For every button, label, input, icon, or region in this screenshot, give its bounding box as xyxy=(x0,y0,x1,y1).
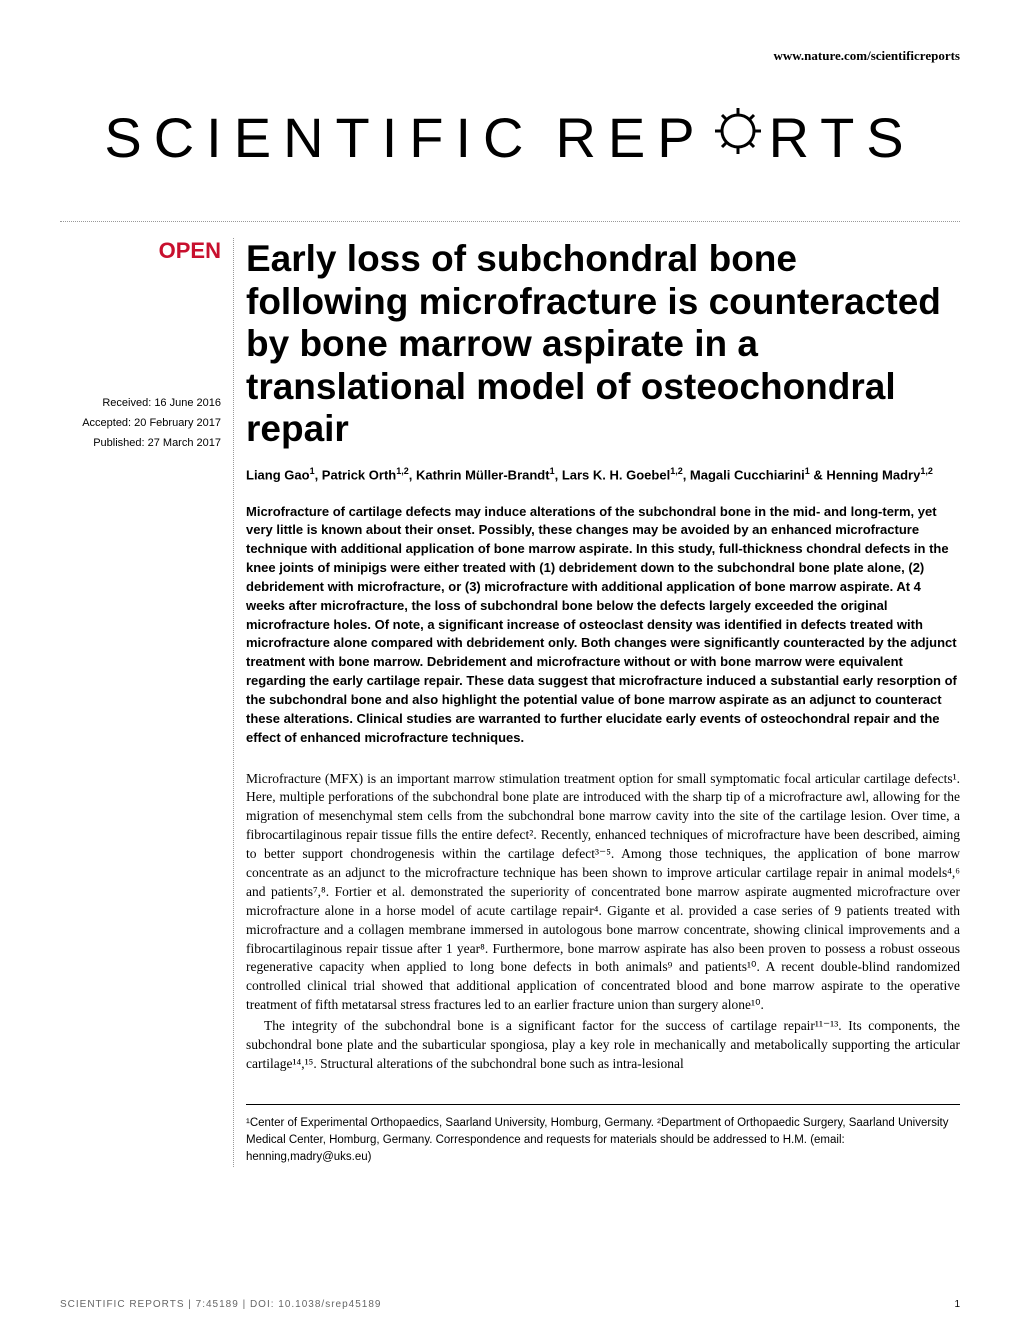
affiliations-block: ¹Center of Experimental Orthopaedics, Sa… xyxy=(246,1104,960,1167)
page-container: www.nature.com/scientificreports SCIENTI… xyxy=(0,0,1020,1340)
dotted-separator xyxy=(60,221,960,222)
author-list: Liang Gao1, Patrick Orth1,2, Kathrin Mül… xyxy=(246,465,960,485)
logo-text-left: SCIENTIFIC xyxy=(104,105,535,170)
article-title: Early loss of subchondral bone following… xyxy=(246,238,960,451)
date-received: Received: 16 June 2016 xyxy=(60,394,221,414)
date-published: Published: 27 March 2017 xyxy=(60,434,221,454)
logo-text-mid: REP xyxy=(555,105,706,170)
body-paragraph-1: Microfracture (MFX) is an important marr… xyxy=(246,770,960,1016)
abstract-text: Microfracture of cartilage defects may i… xyxy=(246,503,960,748)
publication-dates: Received: 16 June 2016 Accepted: 20 Febr… xyxy=(60,394,221,453)
footer-citation: SCIENTIFIC REPORTS | 7:45189 | DOI: 10.1… xyxy=(60,1299,381,1310)
footer-page-number: 1 xyxy=(954,1299,960,1310)
page-footer: SCIENTIFIC REPORTS | 7:45189 | DOI: 10.1… xyxy=(60,1299,960,1310)
logo-text-right: RTS xyxy=(769,105,916,170)
journal-logo: SCIENTIFIC REP RTS xyxy=(60,104,960,171)
main-column: Early loss of subchondral bone following… xyxy=(233,238,960,1167)
header-url[interactable]: www.nature.com/scientificreports xyxy=(60,48,960,64)
body-paragraph-2: The integrity of the subchondral bone is… xyxy=(246,1017,960,1074)
left-sidebar: OPEN Received: 16 June 2016 Accepted: 20… xyxy=(60,238,225,1167)
date-accepted: Accepted: 20 February 2017 xyxy=(60,414,221,434)
gear-icon xyxy=(711,104,765,171)
content-columns: OPEN Received: 16 June 2016 Accepted: 20… xyxy=(60,238,960,1167)
open-access-badge: OPEN xyxy=(60,238,221,264)
